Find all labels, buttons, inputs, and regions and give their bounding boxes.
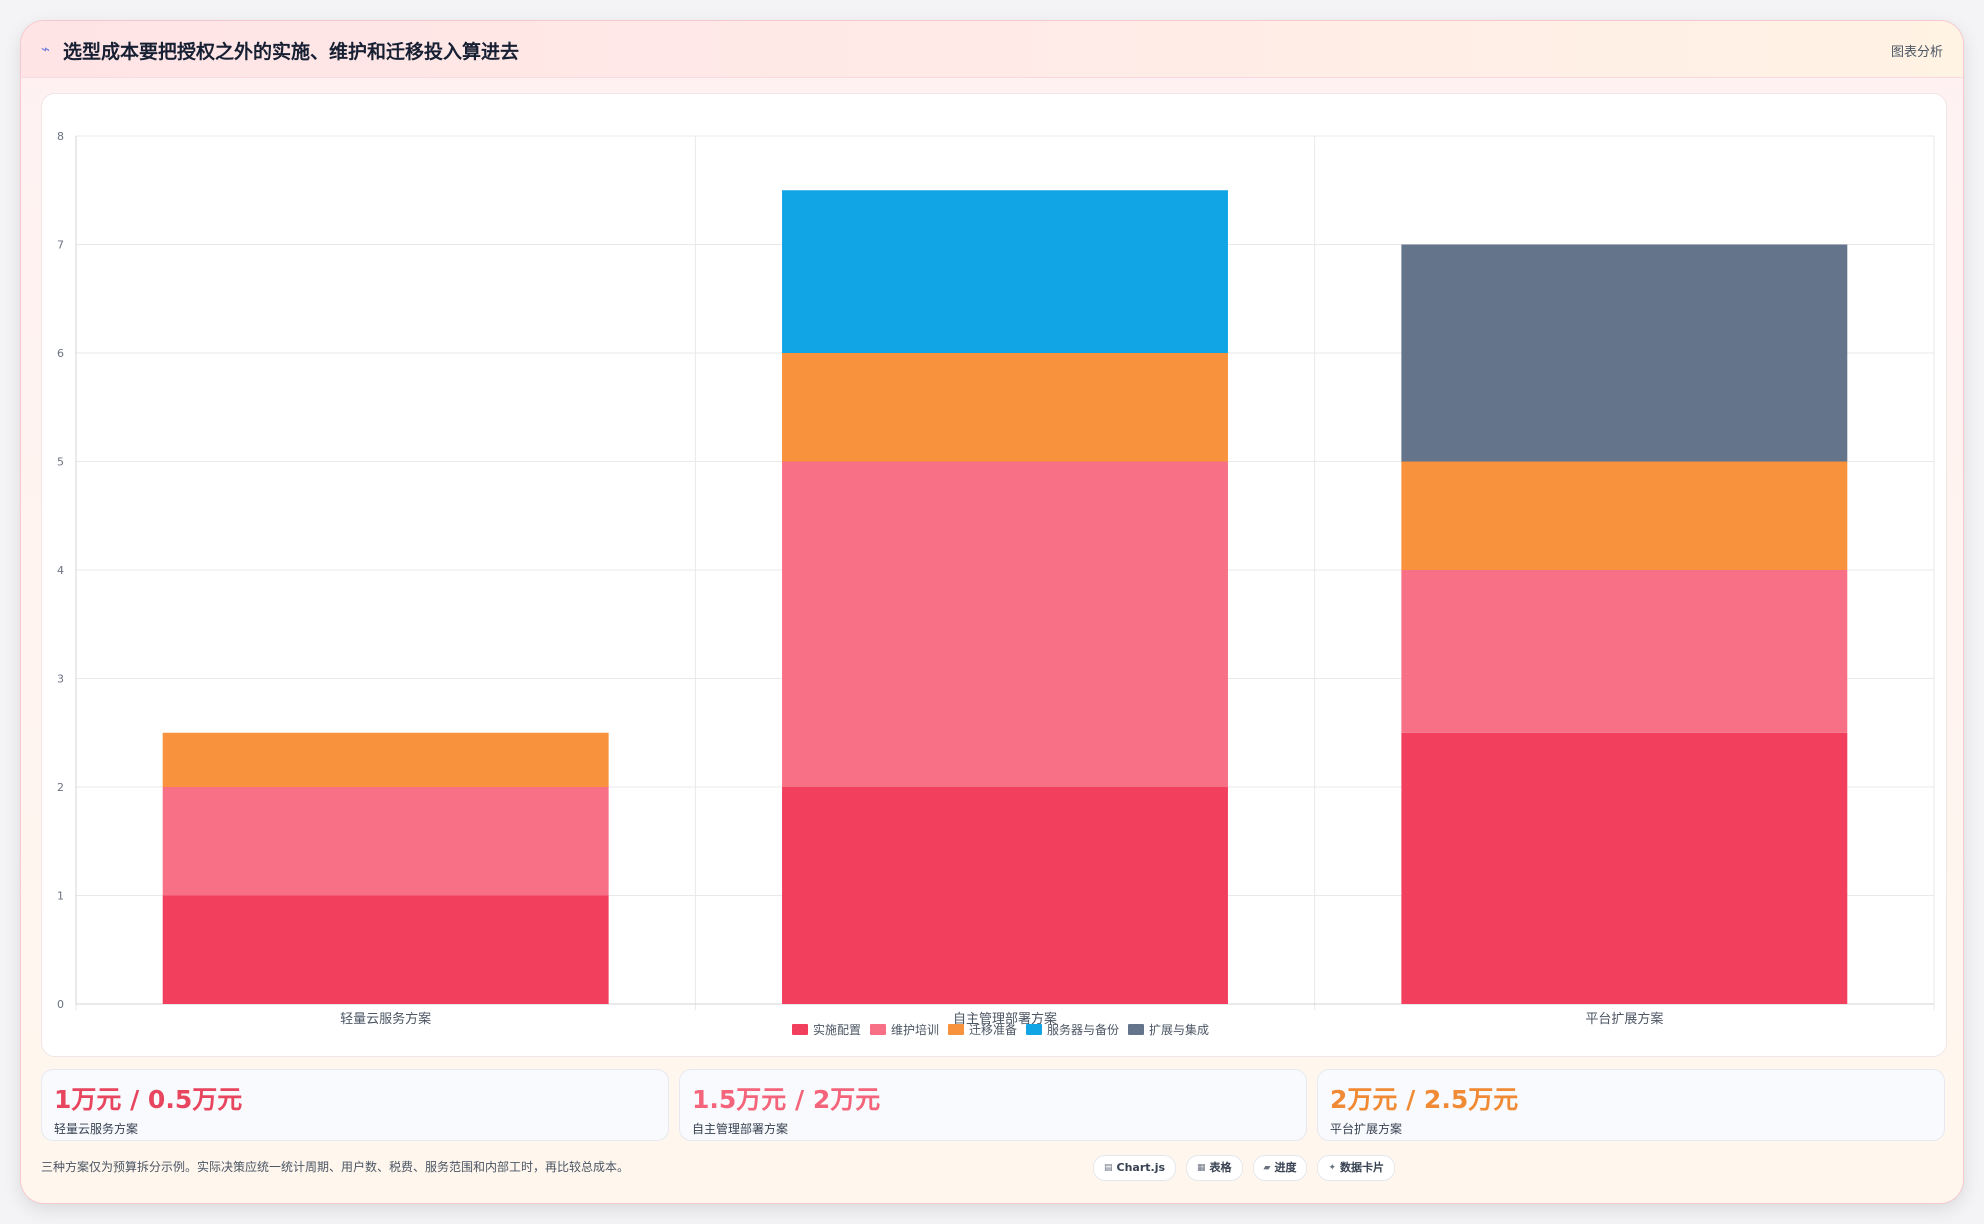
chart-icon: ▤ (1104, 1163, 1113, 1173)
y-tick-label: 2 (57, 781, 64, 794)
legend-label: 维护培训 (891, 1022, 939, 1037)
sparkle-icon: ✦ (1328, 1163, 1337, 1173)
legend-swatch (1026, 1024, 1042, 1035)
legend-swatch (870, 1024, 886, 1035)
stat-value: 1.5万元 / 2万元 (692, 1085, 881, 1114)
x-tick-label: 轻量云服务方案 (340, 1011, 431, 1027)
legend-label: 实施配置 (813, 1022, 861, 1037)
chip-label: 进度 (1274, 1161, 1297, 1174)
stat-label: 自主管理部署方案 (692, 1122, 789, 1136)
bar-segment (1401, 732, 1848, 1004)
bar-segment (782, 787, 1228, 1004)
bar-segment (782, 190, 1228, 353)
table-icon: ▦ (1197, 1163, 1206, 1173)
bar-segment (1401, 461, 1848, 570)
bar-segment (782, 353, 1228, 462)
legend-swatch (1128, 1024, 1144, 1035)
analysis-tag[interactable]: 图表分析 (1890, 45, 1943, 60)
legend-swatch (792, 1024, 808, 1035)
chip-table[interactable]: ▦ 表格 (1186, 1155, 1243, 1181)
card-header: ⌁ 选型成本要把授权之外的实施、维护和迁移投入算进去 图表分析 (21, 21, 1963, 78)
stat-value: 2万元 / 2.5万元 (1330, 1085, 1519, 1114)
legend-label: 服务器与备份 (1047, 1022, 1119, 1037)
x-tick-label: 自主管理部署方案 (953, 1011, 1057, 1027)
progress-icon: ▰ (1263, 1163, 1271, 1173)
stat-card-platform: 2万元 / 2.5万元 平台扩展方案 (1317, 1069, 1945, 1141)
y-tick-label: 7 (57, 239, 64, 252)
stat-label: 轻量云服务方案 (54, 1122, 139, 1136)
bar-segment (1401, 570, 1848, 733)
y-tick-label: 8 (57, 130, 64, 143)
bar-segment (162, 787, 609, 896)
bar-segment (162, 895, 609, 1004)
y-tick-label: 5 (57, 456, 64, 469)
footnote: 三种方案仅为预算拆分示例。实际决策应统一统计周期、用户数、税费、服务范围和内部工… (41, 1160, 630, 1174)
stat-label: 平台扩展方案 (1330, 1122, 1403, 1136)
page-title: 选型成本要把授权之外的实施、维护和迁移投入算进去 (63, 41, 520, 63)
chart-panel: 0 1 2 3 4 5 6 7 8 轻量云服务方案 自主管理部署方案 平台扩展方案实施配置 维护培训 迁移… (41, 93, 1947, 1057)
y-tick-label: 3 (57, 673, 64, 686)
stat-card-self-managed: 1.5万元 / 2万元 自主管理部署方案 (679, 1069, 1307, 1141)
chart-card: ⌁ 选型成本要把授权之外的实施、维护和迁移投入算进去 图表分析 0 1 2 3 4 5 6 7… (20, 20, 1964, 1204)
stat-value: 1万元 / 0.5万元 (54, 1085, 243, 1114)
chip-label: Chart.js (1116, 1161, 1166, 1174)
bar-segment (1401, 244, 1848, 462)
tech-chips: ▤ Chart.js ▦ 表格 ▰ 进度 ✦ 数据卡片 (1093, 1155, 1396, 1181)
y-tick-label: 6 (57, 347, 64, 360)
stat-card-light-cloud: 1万元 / 0.5万元 轻量云服务方案 (41, 1069, 669, 1141)
chip-chartjs[interactable]: ▤ Chart.js (1093, 1155, 1177, 1181)
bar-segment (162, 732, 609, 787)
x-tick-label: 平台扩展方案 (1585, 1011, 1663, 1027)
y-tick-label: 1 (57, 890, 64, 903)
chart-line-icon: ⌁ (41, 40, 51, 58)
chip-progress[interactable]: ▰ 进度 (1252, 1155, 1308, 1181)
chip-label: 表格 (1209, 1161, 1232, 1174)
chip-label: 数据卡片 (1340, 1161, 1385, 1174)
bar-segment (782, 461, 1228, 787)
chip-data-card[interactable]: ✦ 数据卡片 (1317, 1155, 1396, 1181)
legend-label: 扩展与集成 (1149, 1022, 1209, 1037)
y-tick-label: 0 (57, 998, 64, 1011)
legend-label: 迁移准备 (969, 1023, 1017, 1037)
legend-swatch (948, 1024, 964, 1035)
y-tick-label: 4 (57, 564, 64, 577)
